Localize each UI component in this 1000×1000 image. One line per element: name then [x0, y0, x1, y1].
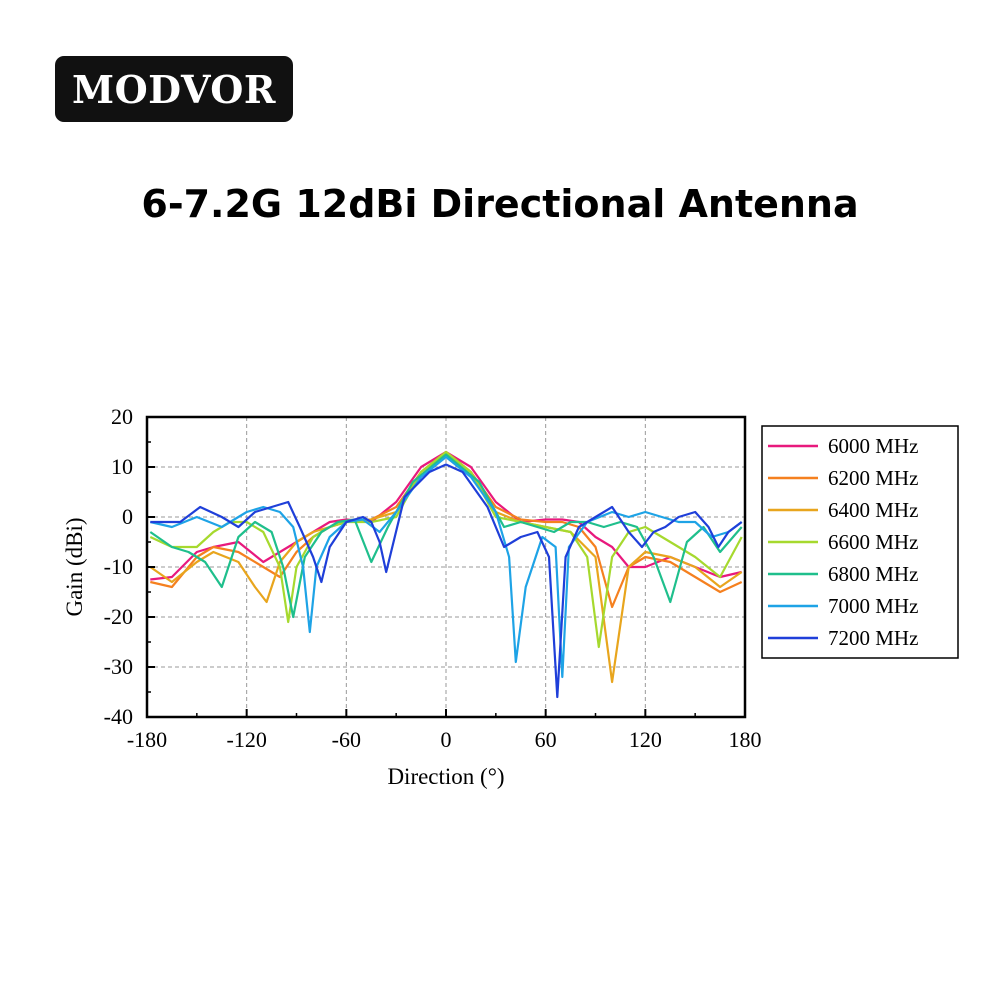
series-line-6000-mhz — [150, 450, 742, 581]
legend-label: 6800 MHz — [828, 562, 918, 586]
y-tick-label: -20 — [104, 604, 133, 629]
gain-chart: -180 -120 -60 0 60 120 180 20 10 0 -10 -20 -30 -40 Di… — [62, 404, 959, 789]
series-lines — [149, 450, 743, 699]
tick-labels: -180 -120 -60 0 60 120 180 20 10 0 -10 -20 -30 -40 — [104, 404, 762, 752]
y-tick-label: 20 — [111, 404, 133, 429]
legend-label: 6400 MHz — [828, 498, 918, 522]
page-title: 6-7.2G 12dBi Directional Antenna — [141, 182, 859, 226]
series-line-7000-mhz — [150, 455, 743, 679]
axis-ticks — [146, 416, 746, 718]
x-tick-label: 0 — [441, 727, 452, 752]
x-tick-label: 120 — [629, 727, 662, 752]
x-tick-label: 180 — [729, 727, 762, 752]
y-tick-label: -10 — [104, 554, 133, 579]
legend-label: 7000 MHz — [828, 594, 918, 618]
x-tick-label: -180 — [127, 727, 167, 752]
legend-label: 7200 MHz — [828, 626, 918, 650]
y-axis-title: Gain (dBi) — [62, 517, 87, 616]
x-tick-label: 60 — [535, 727, 557, 752]
y-tick-label: -40 — [104, 704, 133, 729]
legend: 6000 MHz 6200 MHz 6400 MHz 6600 MHz 6800 MHz… — [761, 425, 959, 659]
y-tick-label: 0 — [122, 504, 133, 529]
x-tick-label: -60 — [332, 727, 361, 752]
x-axis-title: Direction (°) — [387, 764, 504, 789]
brand-name: MODVOR — [72, 66, 276, 112]
y-tick-label: -30 — [104, 654, 133, 679]
legend-box — [761, 425, 959, 659]
legend-label: 6000 MHz — [828, 434, 918, 458]
x-tick-label: -120 — [227, 727, 267, 752]
brand-logo: MODVOR — [55, 56, 293, 122]
series-line-7200-mhz — [150, 463, 743, 699]
grid — [147, 417, 745, 717]
y-tick-label: 10 — [111, 454, 133, 479]
legend-label: 6200 MHz — [828, 466, 918, 490]
legend-label: 6600 MHz — [828, 530, 918, 554]
